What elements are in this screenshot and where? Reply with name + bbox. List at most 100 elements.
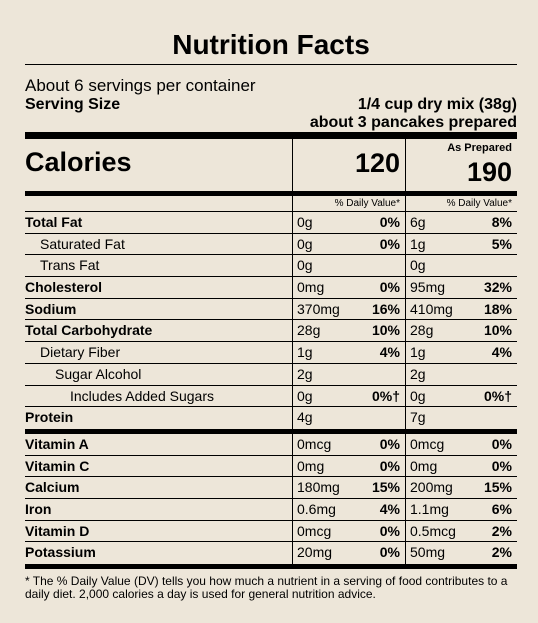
nutrient-rows: Total Fat 0g 0% 6g 8% Saturated Fat 0g 0% 1g 5% Tr… — [25, 212, 517, 429]
dv-header-row: % Daily Value* % Daily Value* — [25, 196, 517, 212]
nutrient-amount: 0mcg — [297, 435, 332, 452]
nutrient-amount: 28g — [297, 322, 321, 339]
nutrient-prepared-cell: 0.5mcg 2% — [405, 520, 517, 542]
nutrient-amount: 4g — [297, 409, 313, 426]
nutrient-amount: 0.5mcg — [410, 522, 456, 539]
medium-divider — [25, 191, 517, 196]
dv-header-spacer — [25, 196, 292, 211]
nutrient-dry-cell: 1g 4% — [292, 342, 405, 363]
nutrient-dry-cell: 180mg 15% — [292, 477, 405, 498]
nutrient-daily-value: 2% — [491, 522, 512, 539]
nutrient-row: Includes Added Sugars 0g 0%† 0g 0%† — [25, 385, 517, 408]
serving-size-value: 1/4 cup dry mix (38g) — [357, 96, 517, 113]
nutrient-amount: 20mg — [297, 544, 333, 561]
nutrient-dry-cell: 0g — [292, 255, 405, 277]
nutrient-prepared-cell: 410mg 18% — [405, 298, 517, 320]
dv-header-dry: % Daily Value* — [292, 196, 405, 211]
nutrient-amount: 6g — [410, 214, 426, 230]
nutrient-dry-cell: 0g 0%† — [292, 385, 405, 407]
nutrient-row: Iron 0.6mg 4% 1.1mg 6% — [25, 498, 517, 521]
nutrient-amount: 180mg — [297, 479, 340, 496]
nutrient-amount: 2g — [297, 365, 313, 382]
nutrient-amount: 1g — [297, 344, 313, 361]
nutrient-amount: 0mcg — [297, 522, 332, 539]
nutrient-name: Potassium — [25, 544, 96, 561]
nutrient-amount: 0mg — [297, 279, 325, 296]
nutrient-name: Saturated Fat — [40, 235, 125, 252]
nutrient-row: Vitamin D 0mcg 0% 0.5mcg 2% — [25, 520, 517, 543]
footnote: * The % Daily Value (DV) tells you how m… — [25, 574, 508, 601]
nutrient-daily-value: 16% — [371, 300, 400, 317]
nutrient-daily-value: 0%† — [483, 387, 512, 404]
nutrient-amount: 0g — [297, 387, 313, 404]
nutrient-dry-cell: 0mg 0% — [292, 455, 405, 477]
nutrient-prepared-cell: 7g — [405, 407, 517, 429]
nutrient-name: Total Carbohydrate — [25, 322, 153, 339]
nutrient-row: Vitamin A 0mcg 0% 0mcg 0% — [25, 433, 517, 456]
nutrient-dry-cell: 2g — [292, 363, 405, 385]
servings-per-container: About 6 servings per container — [25, 76, 256, 95]
nutrient-row: Saturated Fat 0g 0% 1g 5% — [25, 233, 517, 256]
nutrient-dry-cell: 0mcg 0% — [292, 520, 405, 542]
dv-header-prepared: % Daily Value* — [405, 196, 517, 211]
nutrient-daily-value: 0% — [379, 279, 400, 296]
nutrient-dry-cell: 4g — [292, 407, 405, 429]
nutrient-prepared-cell: 1.1mg 6% — [405, 498, 517, 520]
nutrient-prepared-cell: 0g 0%† — [405, 385, 517, 407]
nutrient-daily-value: 0% — [379, 522, 400, 539]
nutrient-prepared-cell: 0g — [405, 255, 517, 277]
nutrient-amount: 0g — [297, 235, 313, 252]
nutrient-name: Iron — [25, 500, 52, 517]
nutrient-amount: 2g — [410, 365, 426, 382]
calories-prepared-cell: As Prepared 190 — [405, 139, 517, 191]
calories-row: Calories 120 As Prepared 190 — [25, 139, 517, 191]
nutrient-row: Calcium 180mg 15% 200mg 15% — [25, 477, 517, 499]
nutrient-amount: 0g — [297, 214, 313, 230]
nutrient-name: Trans Fat — [40, 257, 100, 274]
serving-size-row: Serving Size 1/4 cup dry mix (38g) — [25, 96, 517, 114]
nutrient-row: Protein 4g 7g — [25, 407, 517, 429]
nutrient-row: Trans Fat 0g 0g — [25, 255, 517, 278]
nutrition-label: Nutrition Facts About 6 servings per con… — [25, 20, 517, 601]
nutrient-daily-value: 0% — [379, 235, 400, 252]
nutrient-dry-cell: 0mg 0% — [292, 277, 405, 298]
nutrient-amount: 0g — [297, 257, 313, 274]
nutrient-amount: 410mg — [410, 300, 453, 317]
calories-dry-value: 120 — [292, 139, 405, 191]
nutrient-row: Sugar Alcohol 2g 2g — [25, 363, 517, 386]
nutrient-amount: 0mg — [410, 457, 438, 474]
nutrient-name: Vitamin A — [25, 435, 89, 452]
nutrient-name: Cholesterol — [25, 279, 103, 296]
thick-divider — [25, 132, 517, 139]
nutrient-amount: 7g — [410, 409, 426, 426]
nutrient-daily-value: 0% — [379, 214, 400, 230]
nutrient-amount: 28g — [410, 322, 434, 339]
nutrient-amount: 50mg — [410, 544, 446, 561]
nutrient-name: Sugar Alcohol — [55, 365, 142, 382]
nutrient-dry-cell: 0g 0% — [292, 233, 405, 255]
nutrient-name: Includes Added Sugars — [70, 387, 214, 404]
nutrient-dry-cell: 20mg 0% — [292, 542, 405, 564]
nutrient-amount: 0g — [410, 257, 426, 274]
nutrient-name: Total Fat — [25, 214, 83, 230]
nutrient-daily-value: 6% — [491, 500, 512, 517]
nutrient-prepared-cell: 0mcg 0% — [405, 433, 517, 455]
nutrient-prepared-cell: 1g 5% — [405, 233, 517, 255]
nutrient-prepared-cell: 2g — [405, 363, 517, 385]
calories-prepared-value: 190 — [466, 157, 512, 187]
nutrient-row: Total Fat 0g 0% 6g 8% — [25, 212, 517, 234]
nutrient-daily-value: 8% — [491, 214, 512, 230]
vitamin-rows: Vitamin A 0mcg 0% 0mcg 0% Vitamin C 0mg 0% 0mg 0%… — [25, 433, 517, 564]
nutrient-amount: 0mcg — [410, 435, 445, 452]
nutrient-prepared-cell: 200mg 15% — [405, 477, 517, 498]
nutrient-row: Cholesterol 0mg 0% 95mg 32% — [25, 277, 517, 299]
calories-label: Calories — [25, 147, 132, 177]
nutrient-prepared-cell: 95mg 32% — [405, 277, 517, 298]
nutrient-amount: 370mg — [297, 300, 340, 317]
nutrient-prepared-cell: 50mg 2% — [405, 542, 517, 564]
nutrient-dry-cell: 0.6mg 4% — [292, 498, 405, 520]
nutrient-daily-value: 0%† — [371, 387, 400, 404]
nutrient-daily-value: 18% — [483, 300, 512, 317]
as-prepared-label: As Prepared — [447, 142, 512, 154]
nutrient-row: Vitamin C 0mg 0% 0mg 0% — [25, 455, 517, 478]
